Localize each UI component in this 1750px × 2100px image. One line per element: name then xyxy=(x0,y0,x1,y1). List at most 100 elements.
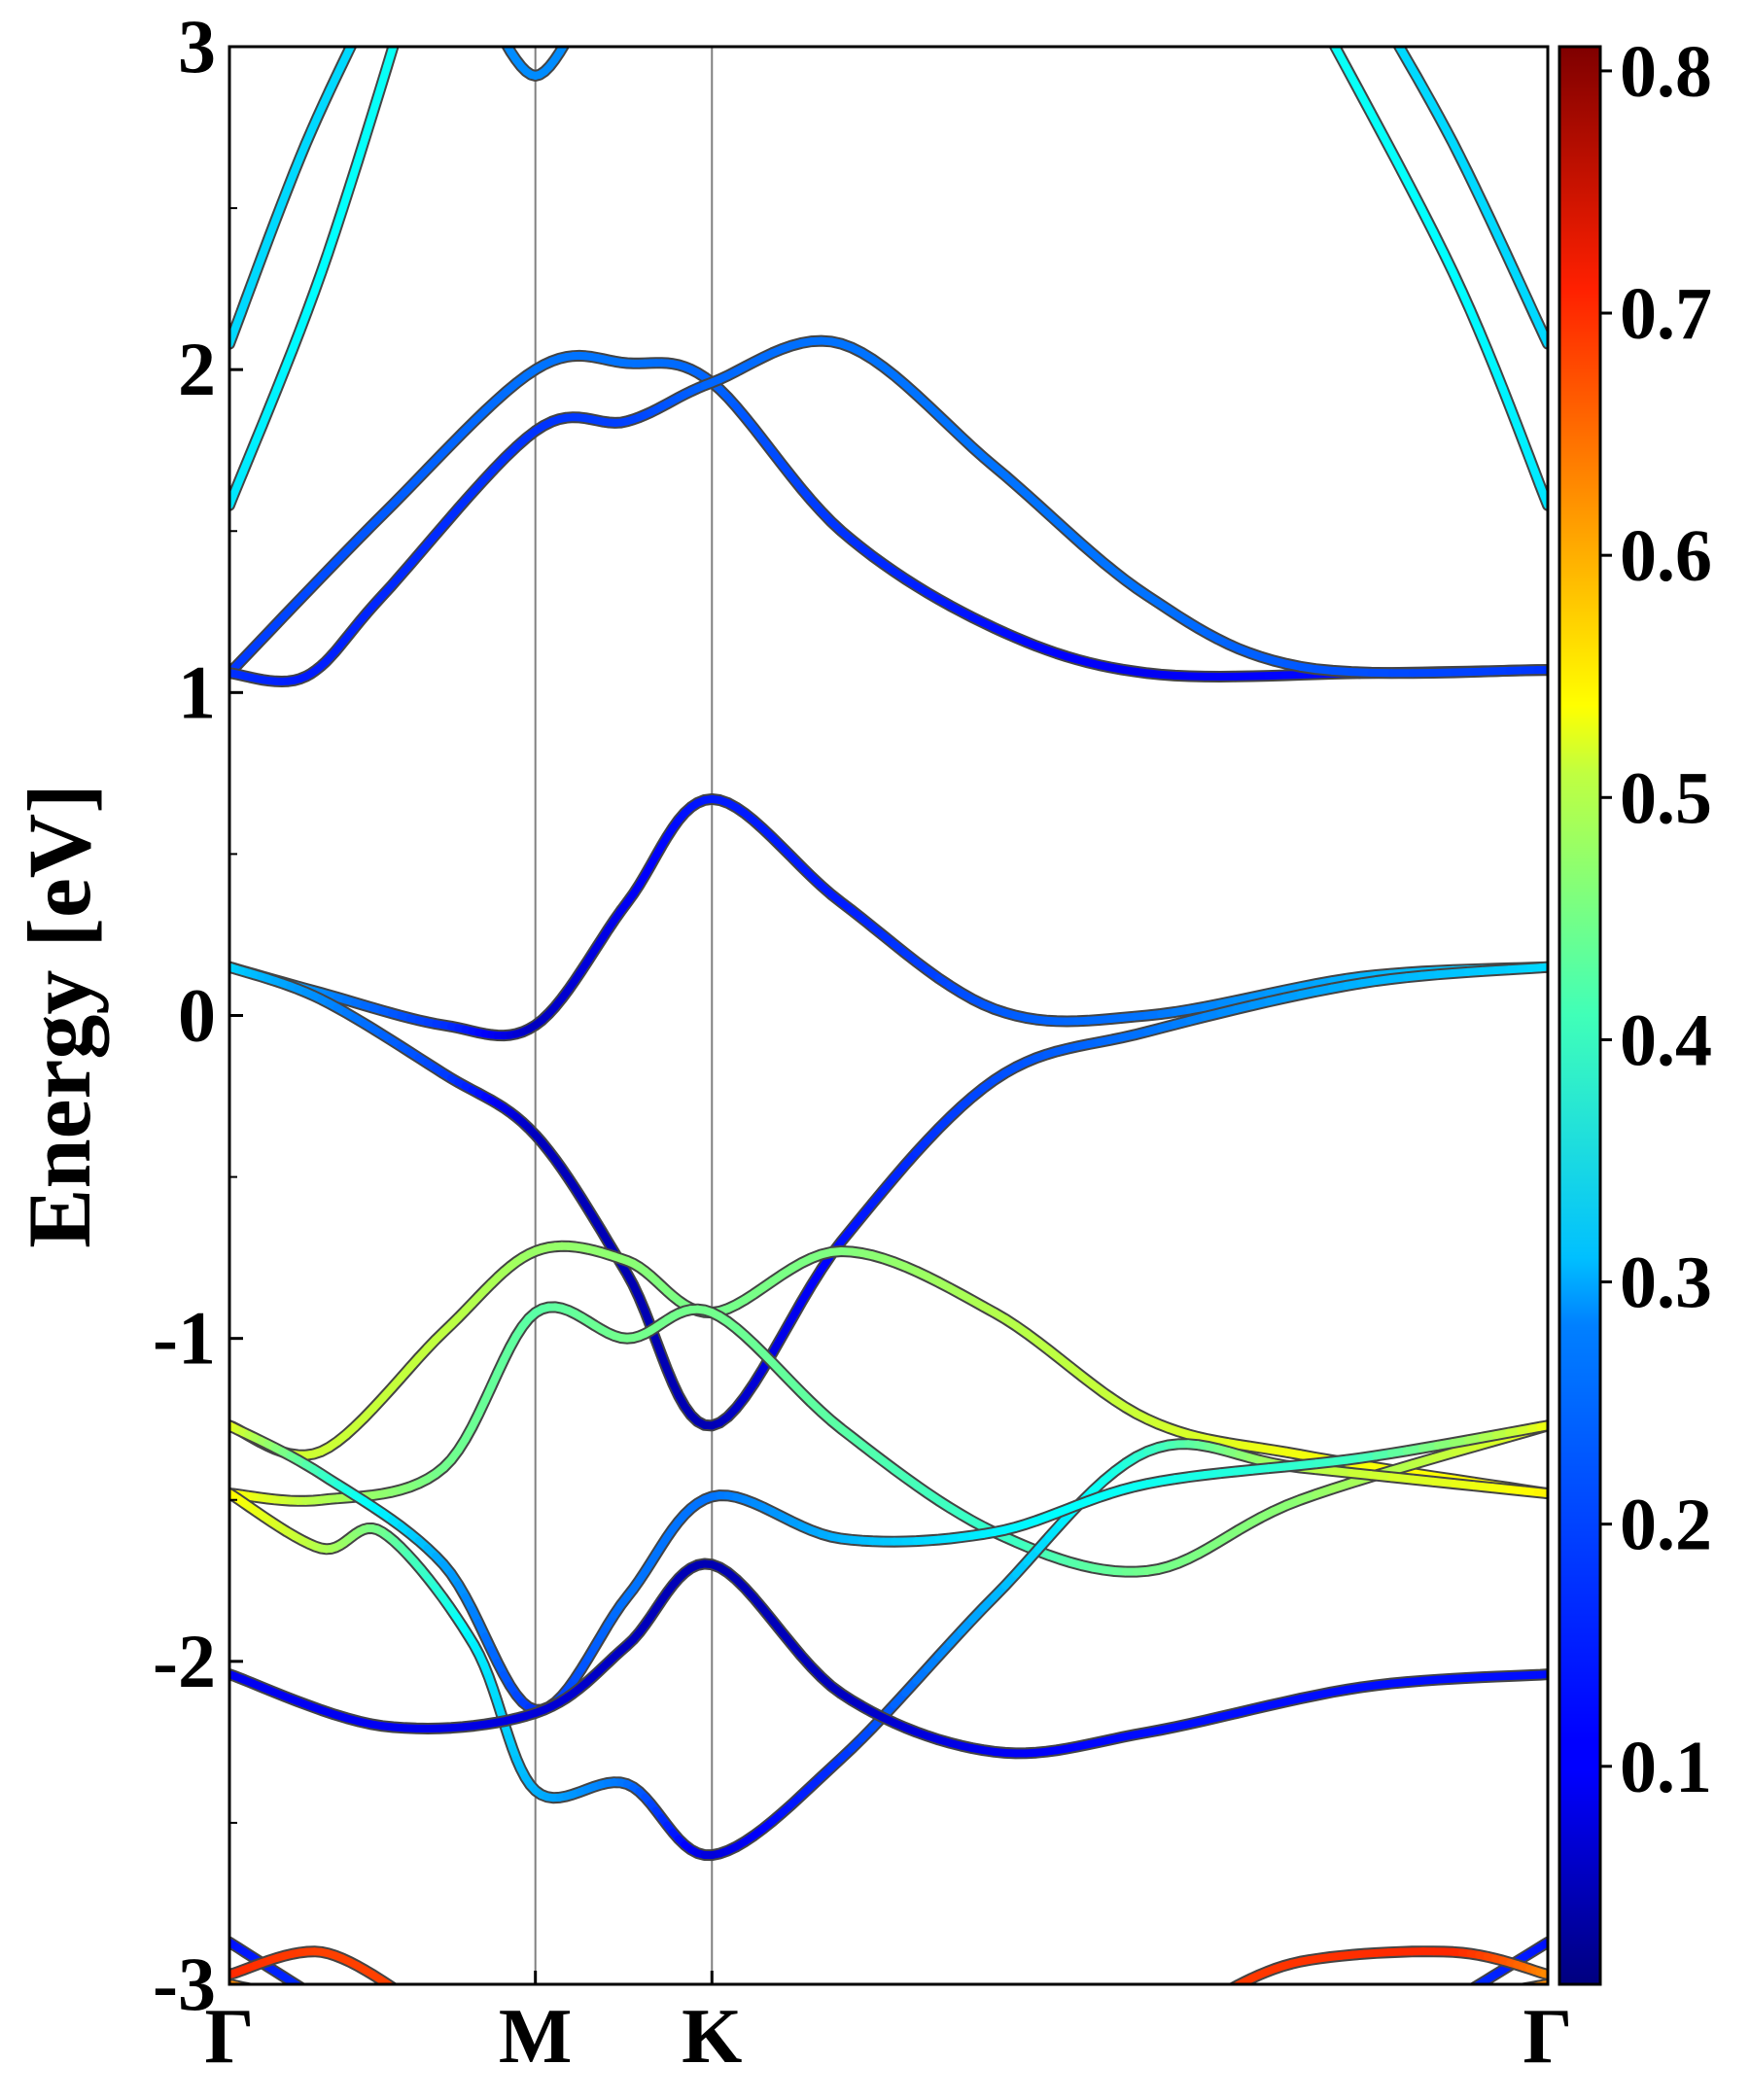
band-13 xyxy=(229,1419,1548,1716)
band-segment xyxy=(492,17,497,25)
band-segment xyxy=(239,1982,249,1984)
band-segment xyxy=(1453,1998,1457,2001)
band-segment xyxy=(302,2000,305,2001)
band-segment xyxy=(483,0,487,8)
band-4 xyxy=(1370,0,1548,350)
band-segment xyxy=(404,1995,409,1998)
band-segment xyxy=(298,1999,302,2000)
band-3 xyxy=(483,0,587,82)
band-19 xyxy=(1208,1945,1548,2001)
x-tick-label: Γ xyxy=(205,1994,255,2080)
band-segment xyxy=(1517,1988,1524,1989)
band-segment xyxy=(1457,1995,1462,1998)
band-segment xyxy=(1380,132,1401,165)
colorbar-tick-label: 0.2 xyxy=(1620,1485,1712,1566)
band-segment xyxy=(1392,157,1414,190)
band-segment xyxy=(1381,16,1387,26)
band-segment xyxy=(1472,1982,1480,1984)
x-tick-label: Γ xyxy=(1523,1994,1573,2080)
band-segment xyxy=(255,1989,262,1990)
band-segment xyxy=(274,1994,281,1995)
band-segment xyxy=(1476,1995,1484,1996)
colorbar-tick-label: 0.5 xyxy=(1620,757,1712,839)
band-segment xyxy=(267,1992,274,1993)
band-segment xyxy=(404,0,409,9)
band-segment xyxy=(367,5,371,15)
band-segment xyxy=(317,1998,321,2001)
band-segment xyxy=(1208,1999,1212,2001)
band-segment xyxy=(361,16,367,26)
band-segment xyxy=(1221,1991,1226,1994)
y-tick-label: -2 xyxy=(153,1619,216,1703)
colorbar-gradient xyxy=(1558,45,1602,1986)
band-12 xyxy=(229,1438,1548,1862)
band-segment xyxy=(233,1981,245,1984)
band-segment xyxy=(1462,1998,1469,1999)
band-segment xyxy=(487,8,491,17)
colorbar-tick-label: 0.3 xyxy=(1620,1242,1712,1324)
band-segment xyxy=(312,1995,317,1998)
band-segment xyxy=(575,17,579,25)
band-segment xyxy=(248,1988,254,1989)
band-segment xyxy=(306,1991,312,1995)
band-segment xyxy=(1330,47,1339,50)
colorbar-tick-label: 0.8 xyxy=(1620,31,1712,113)
band-segment xyxy=(583,0,587,8)
band-segment xyxy=(1330,47,1350,71)
band-segment xyxy=(496,25,501,35)
band-segment xyxy=(1405,181,1426,214)
band-14 xyxy=(229,1558,1548,1760)
band-segment xyxy=(1342,62,1362,93)
band-segment xyxy=(1307,0,1314,9)
band-segment xyxy=(562,47,568,49)
band-segment xyxy=(400,1992,404,1996)
band-segment xyxy=(371,0,376,5)
y-tick-label: -1 xyxy=(153,1296,216,1381)
band-segment xyxy=(1457,1999,1462,2000)
band-segment xyxy=(294,1998,298,1999)
band-segment xyxy=(409,1998,413,2000)
band-segment xyxy=(1509,1989,1517,1990)
y-tick-label: -3 xyxy=(153,1942,216,2026)
band-segment xyxy=(338,181,355,214)
band-16 xyxy=(229,1945,413,2000)
band-1 xyxy=(229,0,376,350)
band-segment xyxy=(1453,2000,1457,2001)
x-tick-label: M xyxy=(499,1994,573,2080)
band-segment xyxy=(579,8,583,17)
band-segment xyxy=(375,62,392,93)
band-segment xyxy=(1370,0,1375,5)
band-segment xyxy=(368,85,384,118)
band-segment xyxy=(361,109,377,141)
band-segment xyxy=(1367,109,1388,141)
band-segment xyxy=(1533,1488,1548,1498)
colorbar-tick-label: 0.1 xyxy=(1620,1727,1712,1808)
y-axis: 3 2 1 0 -1 -2 -3 xyxy=(153,4,243,2026)
band-segment xyxy=(570,25,575,35)
y-tick-label: 1 xyxy=(178,649,216,734)
colorbar-tick-label: 0.7 xyxy=(1620,273,1712,355)
band-segment xyxy=(353,132,369,165)
band-segment xyxy=(281,1995,287,1996)
band-segment xyxy=(1314,9,1324,26)
x-tick-label: K xyxy=(682,1994,742,2080)
band-segment xyxy=(1462,1991,1469,1995)
band-segment xyxy=(392,1983,395,1984)
band-segment xyxy=(1469,1997,1476,1998)
band-segment xyxy=(1528,1981,1542,1984)
band-segment xyxy=(261,1991,267,1992)
band-segment xyxy=(1418,205,1438,236)
band-segment xyxy=(1500,1991,1509,1992)
colorbar: 0.1 0.2 0.3 0.4 0.5 0.6 0.7 0.8 xyxy=(1558,31,1712,1986)
y-axis-title: Energy [eV] xyxy=(10,784,109,1248)
band-segment xyxy=(346,157,362,190)
band-segment xyxy=(1353,85,1376,118)
band-segment xyxy=(1429,228,1448,258)
band-segment xyxy=(503,47,509,49)
band-segment xyxy=(1212,1997,1216,1999)
band-segment xyxy=(1492,1992,1501,1993)
band-5 xyxy=(1307,0,1548,511)
band-segment xyxy=(389,47,398,50)
